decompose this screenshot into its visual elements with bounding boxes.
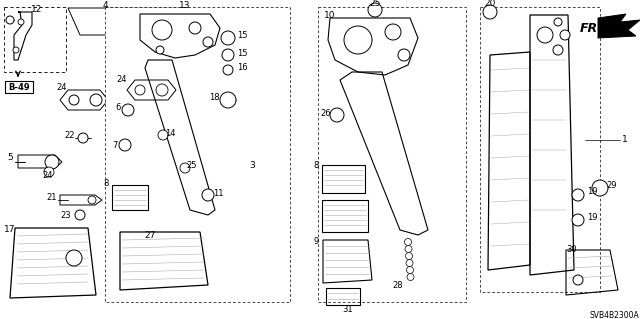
Circle shape <box>75 210 85 220</box>
Circle shape <box>202 189 214 201</box>
Text: 25: 25 <box>187 160 197 169</box>
Text: SVB4B2300A: SVB4B2300A <box>590 310 640 319</box>
Circle shape <box>78 133 88 143</box>
Circle shape <box>330 108 344 122</box>
Text: 9: 9 <box>314 238 319 247</box>
Text: 15: 15 <box>237 48 247 57</box>
Text: 21: 21 <box>47 194 57 203</box>
Text: 24: 24 <box>116 76 127 85</box>
Text: 3: 3 <box>249 160 255 169</box>
Text: 20: 20 <box>484 0 496 9</box>
Text: 29: 29 <box>607 182 617 190</box>
Circle shape <box>592 180 608 196</box>
Circle shape <box>223 65 233 75</box>
Text: FR.: FR. <box>580 21 603 34</box>
Circle shape <box>156 46 164 54</box>
Text: 6: 6 <box>115 103 121 113</box>
Circle shape <box>483 5 497 19</box>
Text: 4: 4 <box>102 2 108 11</box>
Circle shape <box>45 155 59 169</box>
Circle shape <box>404 239 412 246</box>
Bar <box>4 7 66 72</box>
Text: 19: 19 <box>587 188 597 197</box>
Circle shape <box>405 246 412 253</box>
Circle shape <box>385 24 401 40</box>
Circle shape <box>122 104 134 116</box>
Text: 16: 16 <box>237 63 247 72</box>
Text: 19: 19 <box>587 213 597 222</box>
Circle shape <box>368 3 382 17</box>
Circle shape <box>220 92 236 108</box>
Circle shape <box>88 196 96 204</box>
Bar <box>480 7 600 292</box>
Text: 24: 24 <box>57 84 67 93</box>
Text: 27: 27 <box>144 231 156 240</box>
Circle shape <box>66 250 82 266</box>
Text: 14: 14 <box>164 129 175 137</box>
Circle shape <box>553 45 563 55</box>
Text: 8: 8 <box>314 161 319 170</box>
Circle shape <box>69 95 79 105</box>
Text: 7: 7 <box>112 140 118 150</box>
Bar <box>5 81 33 93</box>
Circle shape <box>406 259 413 266</box>
Text: 13: 13 <box>179 2 191 11</box>
Circle shape <box>119 139 131 151</box>
Circle shape <box>572 214 584 226</box>
Text: 8: 8 <box>103 180 109 189</box>
Circle shape <box>158 130 168 140</box>
Circle shape <box>44 167 54 177</box>
Circle shape <box>406 266 413 273</box>
Circle shape <box>221 31 235 45</box>
Circle shape <box>135 85 145 95</box>
Circle shape <box>560 30 570 40</box>
Text: 23: 23 <box>61 211 71 220</box>
Circle shape <box>189 22 201 34</box>
Text: 31: 31 <box>342 306 353 315</box>
Text: 15: 15 <box>237 32 247 41</box>
Circle shape <box>573 275 583 285</box>
Text: 28: 28 <box>393 280 403 290</box>
Text: 30: 30 <box>566 246 577 255</box>
Circle shape <box>156 84 168 96</box>
Bar <box>318 7 466 302</box>
Text: 25: 25 <box>369 0 381 8</box>
Circle shape <box>407 273 414 280</box>
Circle shape <box>554 18 562 26</box>
Circle shape <box>180 163 190 173</box>
Circle shape <box>152 20 172 40</box>
Circle shape <box>6 16 14 24</box>
Text: 18: 18 <box>209 93 220 102</box>
Text: 22: 22 <box>65 130 76 139</box>
Circle shape <box>572 189 584 201</box>
Circle shape <box>222 49 234 61</box>
Circle shape <box>13 47 19 53</box>
Text: 11: 11 <box>212 189 223 197</box>
Circle shape <box>537 27 553 43</box>
Text: 12: 12 <box>31 5 43 14</box>
Circle shape <box>18 19 24 25</box>
Text: 1: 1 <box>622 136 628 145</box>
Text: 5: 5 <box>7 153 13 162</box>
Text: B-49: B-49 <box>8 83 30 92</box>
Circle shape <box>203 37 213 47</box>
Circle shape <box>406 253 413 259</box>
Text: 17: 17 <box>4 226 16 234</box>
Circle shape <box>90 94 102 106</box>
Bar <box>105 7 290 302</box>
Text: 24: 24 <box>43 170 53 180</box>
Text: 10: 10 <box>324 11 336 19</box>
Text: 26: 26 <box>321 108 332 117</box>
Polygon shape <box>598 14 640 38</box>
Circle shape <box>344 26 372 54</box>
Circle shape <box>398 49 410 61</box>
